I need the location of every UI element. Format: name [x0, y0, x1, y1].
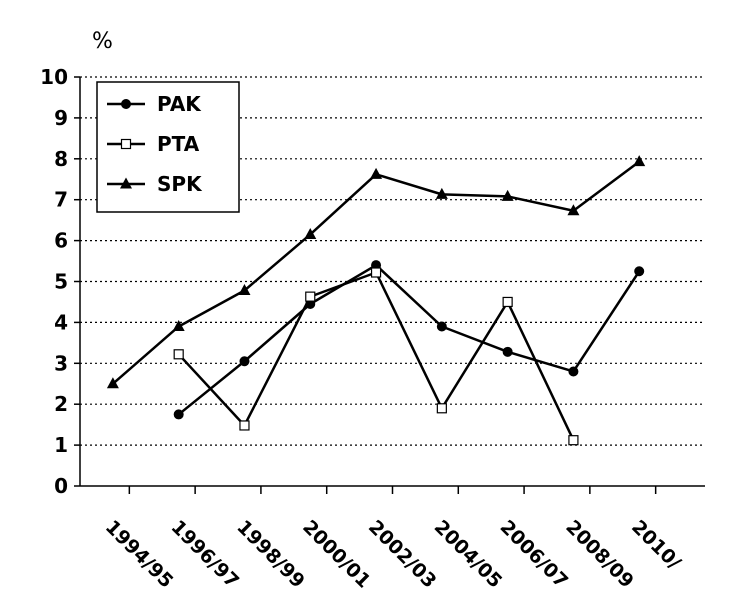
- point-pta: [370, 267, 382, 278]
- x-tick-label: 2008/09: [561, 516, 638, 593]
- y-tick-label: 0: [54, 474, 68, 498]
- legend-label-spk: SPK: [157, 172, 203, 196]
- y-unit-label: %: [92, 29, 113, 54]
- point-pta: [305, 291, 316, 302]
- point-pta: [173, 349, 184, 360]
- legend-item-pta: PTA: [107, 132, 200, 156]
- y-tick-label: 9: [54, 106, 68, 130]
- series-line-pak: [177, 263, 641, 416]
- x-tick-label: 1994/95: [101, 516, 178, 593]
- x-tick-label: 2006/07: [496, 516, 573, 593]
- y-tick-label: 1: [54, 433, 68, 457]
- point-spk: [172, 319, 185, 331]
- y-tick-label: 4: [54, 310, 68, 334]
- y-tick-label: 8: [54, 147, 68, 171]
- y-tick-label: 3: [54, 351, 68, 375]
- legend-label-pak: PAK: [157, 92, 202, 116]
- legend: PAK PTA SPK: [96, 81, 240, 213]
- point-pta: [568, 435, 579, 446]
- series-spk: [106, 155, 646, 389]
- legend-marker-spk: [120, 177, 132, 189]
- x-tick-label: 1998/99: [232, 516, 309, 593]
- point-pak: [634, 266, 645, 277]
- point-pta: [436, 403, 447, 414]
- point-spk: [238, 283, 251, 295]
- y-tick-label: 10: [40, 65, 68, 89]
- point-spk: [106, 377, 119, 389]
- series-pta: [173, 267, 579, 446]
- point-pak: [239, 356, 250, 367]
- legend-marker-pta: [120, 138, 132, 150]
- point-spk: [304, 227, 317, 239]
- point-spk: [370, 167, 383, 179]
- x-tick-label: 2010/: [627, 516, 685, 574]
- y-tick-label: 2: [54, 392, 68, 416]
- point-spk: [435, 187, 448, 199]
- x-tick-label: 2004/05: [430, 516, 507, 593]
- x-tick-label: 2000/01: [298, 516, 375, 593]
- y-tick-label: 7: [54, 188, 68, 212]
- y-tick-label: 6: [54, 229, 68, 253]
- point-pak: [568, 366, 579, 377]
- legend-label-pta: PTA: [157, 132, 200, 156]
- point-pta: [239, 420, 250, 431]
- axes: [74, 76, 705, 494]
- x-tick-labels: 1994/951996/971998/992000/012002/032004/…: [101, 516, 685, 593]
- point-pak: [436, 321, 447, 332]
- y-tick-labels: 0 1 2 3 4 5 6 7 8 9 10: [40, 65, 68, 498]
- point-pak: [502, 346, 513, 357]
- legend-items: PAK PTA SPK: [107, 92, 203, 196]
- point-pta: [502, 296, 513, 308]
- legend-item-pak: PAK: [107, 92, 202, 116]
- x-tick-label: 2002/03: [364, 516, 441, 593]
- legend-marker-pak: [121, 99, 131, 109]
- legend-item-spk: SPK: [107, 172, 203, 196]
- series-line-pta: [177, 271, 575, 441]
- point-pak: [173, 409, 184, 420]
- point-spk: [567, 204, 580, 216]
- series-group: [106, 155, 646, 446]
- point-spk: [633, 155, 646, 167]
- y-tick-label: 5: [54, 270, 68, 294]
- point-spk: [501, 189, 514, 201]
- x-tick-label: 1996/97: [167, 516, 244, 593]
- grid-lines: [80, 76, 705, 446]
